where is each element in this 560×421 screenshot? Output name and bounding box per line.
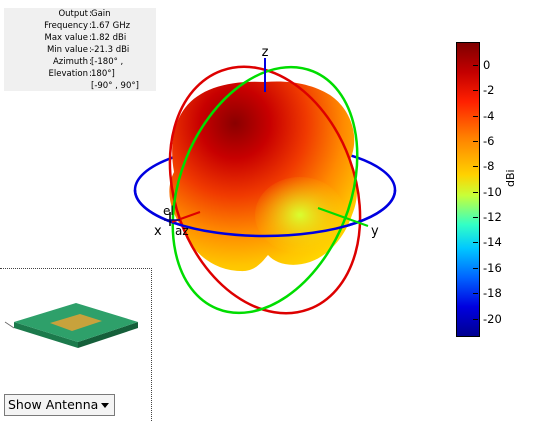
colorbar-tick-label: -4 <box>483 108 495 123</box>
info-value-elevation: 180°] <box>91 69 115 79</box>
colorbar-tick-label: -16 <box>483 260 502 275</box>
colorbar-tick-mark <box>473 191 478 193</box>
pattern-info-panel: Output: Gain Frequency: 1.67 GHz Max val… <box>4 8 156 91</box>
info-label-frequency: Frequency <box>44 21 88 31</box>
colorbar-tick-mark <box>473 242 478 244</box>
colorbar-tick-mark <box>473 141 478 143</box>
info-value-min: -21.3 dBi <box>91 45 130 55</box>
y-axis-label: y <box>371 224 379 239</box>
show-antenna-label: Show Antenna <box>8 397 99 412</box>
colorbar-tick-mark <box>473 318 478 320</box>
colorbar-tick-label: -14 <box>483 235 502 250</box>
info-row-range: [-90° , 90°] <box>4 80 156 92</box>
colorbar-tick-mark <box>473 115 478 117</box>
z-axis-label: z <box>262 45 269 60</box>
elevation-ring-red <box>168 65 362 315</box>
info-row-min: Min value: -21.3 dBi <box>46 45 130 55</box>
info-label-elevation: Elevation <box>48 69 88 79</box>
antenna-ground-plane-front <box>78 322 138 348</box>
info-label-min: Min value <box>46 45 88 55</box>
info-value-range: [-90° , 90°] <box>91 81 139 91</box>
y-axis-line <box>317 207 369 227</box>
el-label: el <box>163 204 174 218</box>
info-label-azimuth: Azimuth <box>52 57 88 67</box>
info-value-frequency: 1.67 GHz <box>91 21 131 31</box>
colorbar-tick-label: -6 <box>483 134 495 149</box>
info-row-max: Max value: 1.82 dBi <box>44 33 127 43</box>
colorbar-tick-label: -8 <box>483 159 495 174</box>
info-value-azimuth: [-180° , <box>91 57 124 67</box>
info-row-frequency: Frequency: 1.67 GHz <box>44 21 131 31</box>
colorbar-tick-mark <box>473 65 478 67</box>
info-value-output: Gain <box>91 9 111 19</box>
colorbar-tick-mark <box>473 293 478 295</box>
elevation-ring-green <box>171 65 359 315</box>
colorbar-tick-mark <box>473 267 478 269</box>
info-label-max: Max value <box>44 33 89 43</box>
x-axis-label: x <box>154 224 162 239</box>
antenna-ground-plane-side <box>14 322 78 348</box>
info-row-azimuth: Azimuth: [-180° , <box>52 57 124 67</box>
colorbar-tick-label: 0 <box>483 58 491 73</box>
colorbar-tick-label: -18 <box>483 286 502 301</box>
colorbar-tick-mark <box>473 217 478 219</box>
info-value-max: 1.82 dBi <box>91 33 127 43</box>
azimuth-ring-front <box>133 189 397 238</box>
antenna-inset-frame <box>0 268 152 421</box>
az-label: az <box>175 224 189 238</box>
colorbar-unit-label: dBi <box>504 169 517 187</box>
info-row-output: Output: Gain <box>58 9 111 19</box>
pattern-side-highlight <box>255 177 345 253</box>
antenna-patch <box>50 314 102 331</box>
info-label-output: Output <box>58 9 88 19</box>
antenna-probe-lines <box>4 321 15 329</box>
colorbar-tick-label: -20 <box>483 311 502 326</box>
colorbar-tick-mark <box>473 90 478 92</box>
colorbar-tick-label: -12 <box>483 210 502 225</box>
info-row-elevation: Elevation: 180°] <box>48 69 115 79</box>
colorbar-tick-mark <box>473 166 478 168</box>
colorbar-tick-label: -2 <box>483 83 495 98</box>
colorbar-tick-label: -10 <box>483 184 502 199</box>
show-antenna-dropdown[interactable]: Show Antenna <box>4 394 115 416</box>
chevron-down-icon <box>101 403 109 408</box>
antenna-preview <box>4 303 138 348</box>
